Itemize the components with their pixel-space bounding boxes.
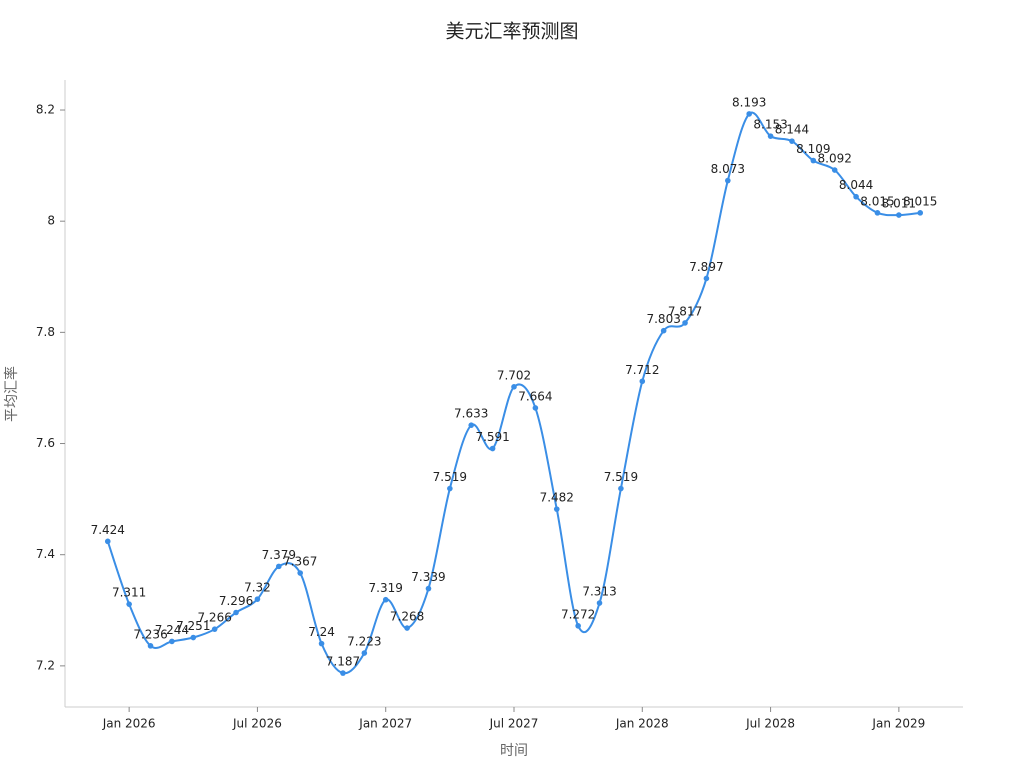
data-point (318, 640, 325, 647)
data-label: 8.109 (796, 142, 830, 156)
data-label: 8.015 (903, 194, 937, 208)
data-point (639, 378, 646, 385)
data-point (703, 275, 710, 282)
data-point (147, 643, 154, 649)
data-label: 7.319 (369, 581, 403, 595)
data-point (660, 327, 667, 334)
data-point (896, 212, 902, 218)
data-point (746, 111, 752, 117)
data-label: 7.236 (133, 627, 167, 641)
data-label: 8.015 (860, 194, 894, 208)
data-label: 7.24 (308, 625, 335, 639)
chart-title: 美元汇率预测图 (445, 21, 578, 43)
data-point (468, 422, 475, 428)
y-tick-label: 7.4 (36, 547, 55, 561)
data-label: 7.268 (390, 610, 424, 624)
data-point (211, 626, 218, 632)
y-tick-label: 8.2 (36, 103, 55, 117)
data-label: 7.296 (219, 594, 253, 608)
x-tick-label: Jan 2029 (871, 717, 925, 731)
data-label: 7.223 (347, 635, 381, 649)
x-tick-label: Jul 2026 (232, 717, 282, 731)
data-label: 8.193 (732, 95, 766, 109)
data-point (853, 193, 859, 200)
data-label: 7.702 (497, 368, 531, 382)
data-label: 7.591 (475, 430, 509, 444)
data-label: 7.712 (625, 363, 659, 377)
x-tick-label: Jul 2028 (745, 717, 795, 731)
data-point (382, 596, 389, 603)
x-tick-label: Jan 2027 (358, 717, 412, 731)
data-point (725, 177, 731, 184)
data-label: 7.897 (689, 260, 723, 274)
data-label: 7.339 (411, 570, 445, 584)
data-point (297, 570, 303, 576)
data-label: 7.519 (433, 470, 467, 484)
x-tick-label: Jul 2027 (489, 717, 539, 731)
data-point (767, 133, 774, 139)
x-axis-label: 时间 (500, 743, 528, 759)
x-tick-label: Jan 2028 (615, 717, 669, 731)
data-point (511, 384, 517, 390)
data-label: 7.424 (91, 523, 125, 537)
data-point (104, 538, 111, 545)
data-point (532, 405, 539, 411)
data-point (789, 138, 795, 144)
data-point (425, 585, 432, 592)
data-label: 7.266 (197, 611, 231, 625)
data-label: 7.803 (646, 312, 680, 326)
data-label: 7.187 (326, 655, 360, 669)
data-label: 7.311 (112, 586, 146, 600)
data-label: 7.251 (176, 619, 210, 633)
data-point (361, 650, 368, 656)
y-tick-label: 7.2 (36, 658, 55, 672)
data-point (190, 634, 197, 641)
data-label: 8.144 (775, 123, 809, 137)
data-label: 8.011 (882, 197, 916, 211)
data-point (874, 210, 881, 216)
data-point (254, 596, 261, 602)
data-point (169, 638, 175, 645)
data-label: 7.272 (561, 607, 595, 621)
data-point (126, 601, 132, 607)
data-point (404, 625, 410, 631)
data-point (233, 609, 239, 616)
y-axis-label: 平均汇率 (3, 366, 20, 422)
data-point (575, 623, 581, 629)
data-point (618, 485, 624, 492)
data-label: 8.092 (818, 152, 852, 166)
data-label: 7.367 (283, 555, 317, 569)
data-label: 7.32 (244, 581, 271, 595)
data-label: 7.633 (454, 407, 488, 421)
data-point (489, 445, 496, 452)
data-label: 7.519 (604, 470, 638, 484)
data-label: 7.379 (262, 548, 296, 562)
data-point (917, 210, 924, 216)
data-point (447, 485, 453, 492)
data-point (810, 157, 817, 164)
data-point (553, 506, 560, 512)
data-point (682, 320, 688, 326)
x-tick-label: Jan 2026 (102, 717, 156, 731)
y-tick-label: 8 (47, 214, 55, 228)
data-label: 7.313 (582, 585, 616, 599)
data-label: 8.044 (839, 178, 873, 192)
data-label: 7.664 (518, 389, 552, 403)
data-point (276, 563, 282, 570)
data-point (596, 600, 603, 606)
y-tick-label: 7.6 (36, 436, 55, 450)
y-tick-label: 7.8 (36, 325, 55, 339)
data-line (106, 111, 921, 675)
data-label: 8.153 (753, 118, 787, 132)
data-point (340, 670, 346, 676)
data-label: 7.482 (540, 491, 574, 505)
data-label: 8.073 (711, 162, 745, 176)
data-label: 7.244 (155, 623, 189, 637)
data-point (831, 167, 838, 173)
data-label: 7.817 (668, 304, 702, 318)
